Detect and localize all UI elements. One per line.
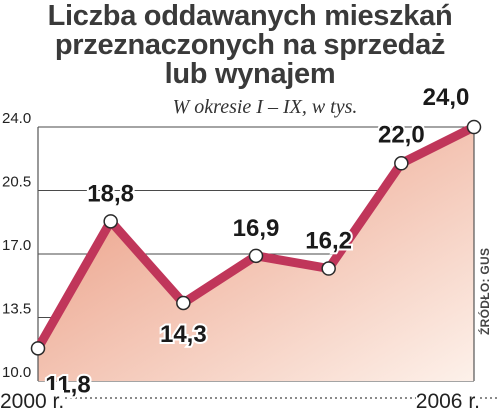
data-label: 18,8 — [87, 180, 134, 207]
data-point — [30, 341, 46, 356]
data-label: 22,0 — [378, 121, 425, 148]
title-line-2: przeznaczonych na sprzedaż — [54, 29, 446, 61]
y-tick-label: 20.5 — [2, 174, 31, 191]
data-label: 14,3 — [160, 321, 207, 348]
x-tick-label-start: 2000 r. — [0, 390, 65, 414]
chart-subtitle: W okresie I – IX, w tys. — [172, 96, 358, 118]
data-label: 16,9 — [233, 215, 280, 242]
title-line-3: lub wynajem — [164, 58, 336, 90]
data-point — [394, 156, 409, 171]
data-label: 16,2 — [305, 228, 352, 255]
data-label: 24,0 — [423, 84, 470, 111]
data-point — [248, 248, 264, 264]
x-tick-label-end: 2006 r. — [415, 390, 480, 414]
data-point — [321, 261, 336, 276]
y-tick-label: 13.5 — [2, 301, 31, 318]
title-line-1: Liczba oddawanych mieszkań — [47, 0, 453, 32]
chart-title: Liczba oddawanych mieszkań przeznaczonyc… — [0, 2, 500, 89]
data-point — [176, 295, 191, 311]
area-fill — [38, 127, 474, 381]
source-label: ŹRÓDŁO: GUS — [478, 247, 492, 335]
data-point — [103, 214, 118, 229]
y-tick-label: 17.0 — [2, 237, 31, 254]
data-point — [466, 119, 482, 135]
data-label: 11,8 — [45, 371, 90, 398]
y-tick-label: 24.0 — [2, 110, 31, 127]
y-tick-label: 10.0 — [2, 364, 31, 381]
